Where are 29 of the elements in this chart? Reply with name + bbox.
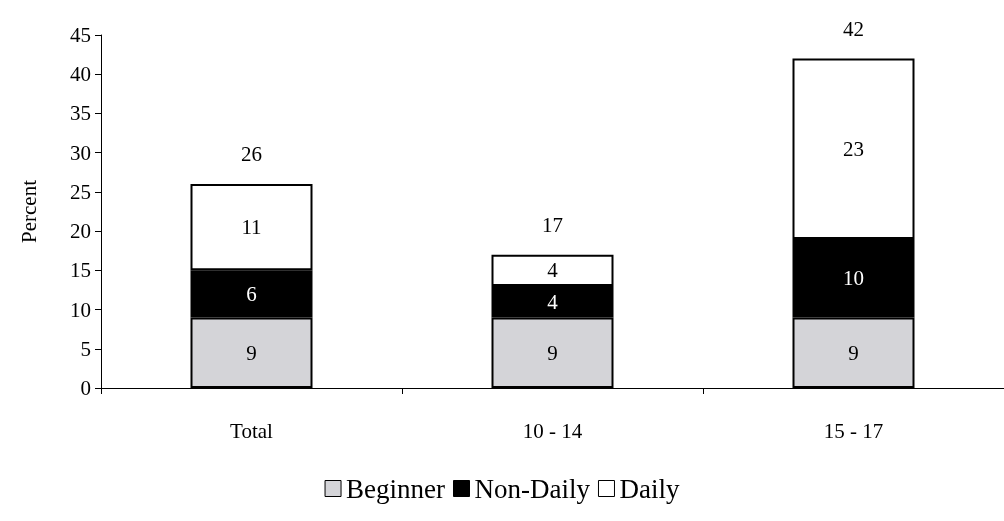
y-tick-label: 15 [70, 258, 91, 283]
y-tick-label: 45 [70, 23, 91, 47]
y-tick-label: 25 [70, 179, 91, 204]
data-label: 9 [547, 340, 558, 365]
total-label: 42 [843, 16, 864, 41]
total-label: 17 [542, 212, 563, 237]
data-label: 23 [843, 136, 864, 161]
x-tick-label: 15 - 17 [823, 418, 884, 443]
data-label: 4 [547, 289, 559, 314]
data-label: 4 [547, 258, 559, 283]
y-tick-label: 5 [80, 336, 91, 361]
y-tick-label: 35 [70, 101, 91, 126]
legend-label: Beginner [346, 473, 446, 504]
total-label: 26 [241, 142, 262, 167]
legend-label: Daily [619, 473, 680, 504]
data-label: 6 [246, 281, 257, 306]
y-tick-label: 40 [70, 62, 91, 87]
y-axis-title: Percent [16, 179, 41, 243]
data-label: 9 [246, 340, 257, 365]
x-tick-label: Total [230, 418, 274, 443]
y-tick-label: 0 [80, 376, 91, 400]
y-tick-label: 10 [70, 297, 91, 322]
data-label: 9 [848, 340, 859, 365]
y-tick-label: 20 [70, 219, 91, 244]
data-label: 11 [241, 215, 262, 240]
y-tick-label: 30 [70, 140, 91, 165]
data-label: 10 [843, 266, 864, 291]
legend-label: Non-Daily [474, 473, 591, 504]
x-tick-label: 10 - 14 [522, 418, 583, 443]
